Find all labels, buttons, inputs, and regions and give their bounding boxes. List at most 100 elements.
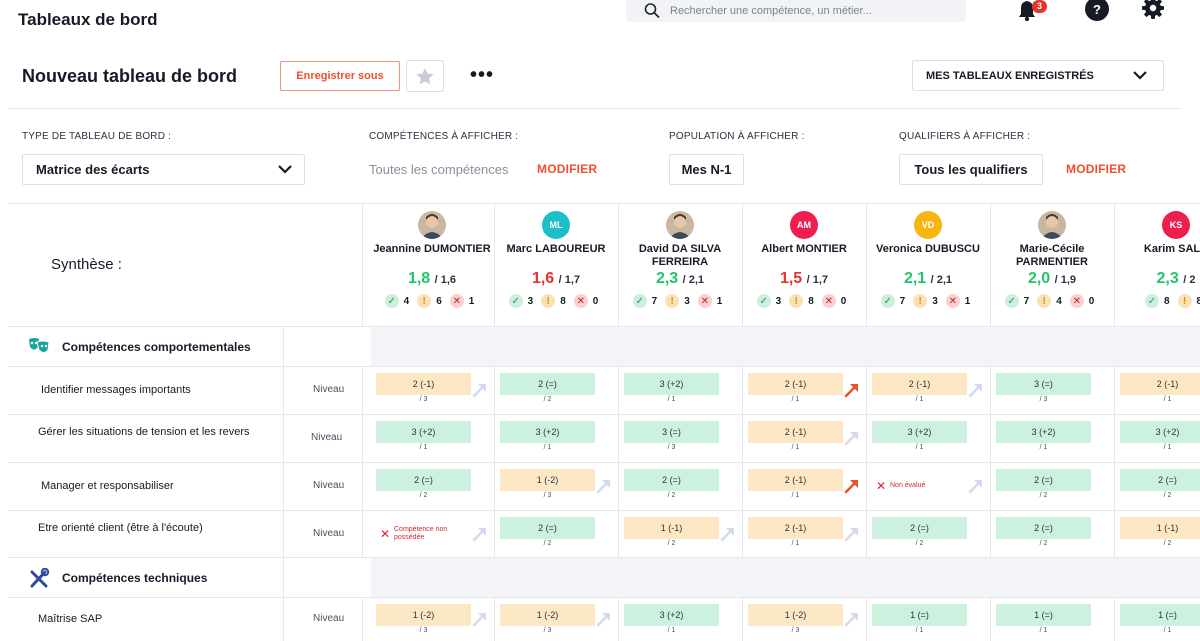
target-level: / 3	[667, 444, 676, 451]
level-cell[interactable]: 3 (+2)	[500, 421, 595, 443]
skill-label[interactable]: Maîtrise SAP	[38, 613, 103, 625]
level-cell[interactable]: 2 (=)	[996, 469, 1091, 491]
target-level: / 2	[915, 540, 924, 547]
person-column-header[interactable]: AM Albert MONTIER 1,5 / 1,7 ✓ 3! 8 ✕ 0	[742, 211, 866, 308]
level-cell[interactable]: 2 (-1)	[376, 373, 471, 395]
level-cell[interactable]: 1 (-1)	[1120, 517, 1200, 539]
level-cell[interactable]: 2 (=)	[500, 517, 595, 539]
ko-count: 0	[592, 295, 599, 307]
level-cell[interactable]: 1 (-2)	[500, 604, 595, 626]
level-cell[interactable]: 2 (-1)	[748, 517, 843, 539]
top-bar: Tableaux de bord Rechercher une compéten…	[0, 0, 1200, 44]
target-level: / 1	[667, 396, 676, 403]
level-cell[interactable]: 2 (-1)	[748, 469, 843, 491]
status-counts: ✓ 7! 3 ✕ 1	[618, 294, 742, 308]
section-row: Compétences comportementales	[8, 326, 1200, 366]
target-level: / 2	[667, 492, 676, 499]
level-cell[interactable]: 3 (=)	[624, 421, 719, 443]
favorite-button[interactable]	[406, 60, 444, 92]
level-column-cell	[283, 558, 371, 597]
search-input[interactable]: Rechercher une compétence, un métier...	[670, 5, 872, 17]
ko-icon: ✕	[449, 294, 464, 308]
target-level: / 1	[1039, 444, 1048, 451]
person-column-header[interactable]: Jeannine DUMONTIER 1,8 / 1,6 ✓ 4! 6 ✕ 1	[370, 211, 494, 308]
person-score: 1,5 / 1,7	[742, 270, 866, 288]
level-cell[interactable]: 2 (-1)	[872, 373, 967, 395]
save-as-button[interactable]: Enregistrer sous	[280, 61, 400, 91]
settings-gear-icon[interactable]	[1141, 0, 1165, 20]
skill-label[interactable]: Etre orienté client (être à l'écoute)	[38, 522, 203, 534]
level-cell[interactable]: 2 (-1)	[748, 421, 843, 443]
level-cell[interactable]: 2 (=)	[500, 373, 595, 395]
target-level: / 1	[1039, 627, 1048, 634]
population-selector[interactable]: Mes N-1	[669, 154, 744, 185]
score-target: / 1,7	[558, 274, 581, 286]
level-cell[interactable]: 2 (-1)	[1120, 373, 1200, 395]
person-column-header[interactable]: ML Marc LABOUREUR 1,6 / 1,7 ✓ 3! 8 ✕ 0	[494, 211, 618, 308]
level-cell[interactable]: 2 (=)	[1120, 469, 1200, 491]
target-level: / 3	[419, 627, 428, 634]
person-photo-icon	[1038, 211, 1066, 239]
ok-icon: ✓	[384, 294, 399, 308]
level-cell[interactable]: 2 (=)	[624, 469, 719, 491]
level-cell[interactable]: 3 (+2)	[624, 604, 719, 626]
warning-icon: !	[417, 294, 432, 308]
level-label: Niveau	[313, 480, 345, 491]
level-cell[interactable]: 1 (=)	[996, 604, 1091, 626]
person-score: 2,0 / 1,9	[990, 270, 1114, 288]
level-cell[interactable]: 1 (-2)	[500, 469, 595, 491]
skills-modify-link[interactable]: MODIFIER	[537, 162, 598, 176]
person-column-header[interactable]: KS Karim SALH 2,3 / 2 ✓ 8! 8	[1114, 211, 1200, 308]
ko-icon: ✕	[945, 294, 960, 308]
level-cell[interactable]: 1 (=)	[1120, 604, 1200, 626]
person-column-header[interactable]: David DA SILVA FERREIRA 2,3 / 2,1 ✓ 7! 3 ✕ 1	[618, 211, 742, 308]
svg-text:?: ?	[1093, 2, 1101, 17]
ok-icon: ✓	[756, 294, 771, 308]
level-cell[interactable]: 3 (+2)	[624, 373, 719, 395]
score-value: 2,1	[903, 270, 927, 287]
skill-label[interactable]: Manager et responsabiliser	[41, 480, 174, 492]
help-icon[interactable]: ?	[1085, 0, 1109, 22]
score-target: / 1,9	[1054, 274, 1077, 286]
level-cell[interactable]: 3 (+2)	[376, 421, 471, 443]
more-options-button[interactable]: •••	[470, 64, 495, 86]
dashboard-type-value: Matrice des écarts	[36, 162, 150, 177]
ok-icon: ✓	[632, 294, 647, 308]
avatar: KS	[1162, 211, 1190, 239]
level-label: Niveau	[313, 527, 345, 539]
search-bar[interactable]: Rechercher une compétence, un métier...	[626, 0, 966, 22]
warning-icon: !	[789, 294, 804, 308]
column-divider	[1114, 203, 1115, 641]
level-cell[interactable]: 3 (=)	[996, 373, 1091, 395]
level-cell[interactable]: 1 (-2)	[376, 604, 471, 626]
warning-count: 8	[560, 295, 566, 307]
notification-badge: 3	[1032, 0, 1047, 13]
skill-row: Identifier messages importants Niveau 2 (-…	[8, 366, 1200, 414]
dashboard-type-dropdown[interactable]: Matrice des écarts	[22, 154, 305, 185]
level-cell[interactable]: 2 (=)	[376, 469, 471, 491]
avatar	[666, 211, 694, 239]
level-cell[interactable]: 3 (+2)	[872, 421, 967, 443]
level-cell[interactable]: 3 (+2)	[1120, 421, 1200, 443]
skill-label[interactable]: Gérer les situations de tension et les r…	[38, 426, 250, 438]
warning-icon: !	[913, 294, 928, 308]
level-cell[interactable]: 3 (+2)	[996, 421, 1091, 443]
avatar	[418, 211, 446, 239]
skill-label[interactable]: Identifier messages importants	[41, 384, 191, 396]
qualifiers-modify-link[interactable]: MODIFIER	[1066, 162, 1127, 176]
ko-count: 1	[468, 295, 475, 307]
level-cell[interactable]: 1 (-1)	[624, 517, 719, 539]
saved-dashboards-dropdown[interactable]: MES TABLEAUX ENREGISTRÉS	[912, 60, 1164, 91]
level-cell[interactable]: 2 (=)	[996, 517, 1091, 539]
trend-arrow-icon	[968, 382, 984, 403]
person-column-header[interactable]: Marie-Cécile PARMENTIER 2,0 / 1,9 ✓ 7! 4 ✕ 0	[990, 211, 1114, 308]
qualifiers-selector[interactable]: Tous les qualifiers	[899, 154, 1043, 185]
person-column-header[interactable]: VD Veronica DUBUSCU 2,1 / 2,1 ✓ 7! 3 ✕ 1	[866, 211, 990, 308]
level-cell[interactable]: 2 (=)	[872, 517, 967, 539]
level-cell[interactable]: 1 (=)	[872, 604, 967, 626]
target-level: / 1	[915, 627, 924, 634]
level-cell[interactable]: 2 (-1)	[748, 373, 843, 395]
bell-icon[interactable]	[1015, 0, 1039, 22]
skill-row: Manager et responsabiliser Niveau 2 (=)/ 2…	[8, 462, 1200, 510]
level-cell[interactable]: 1 (-2)	[748, 604, 843, 626]
